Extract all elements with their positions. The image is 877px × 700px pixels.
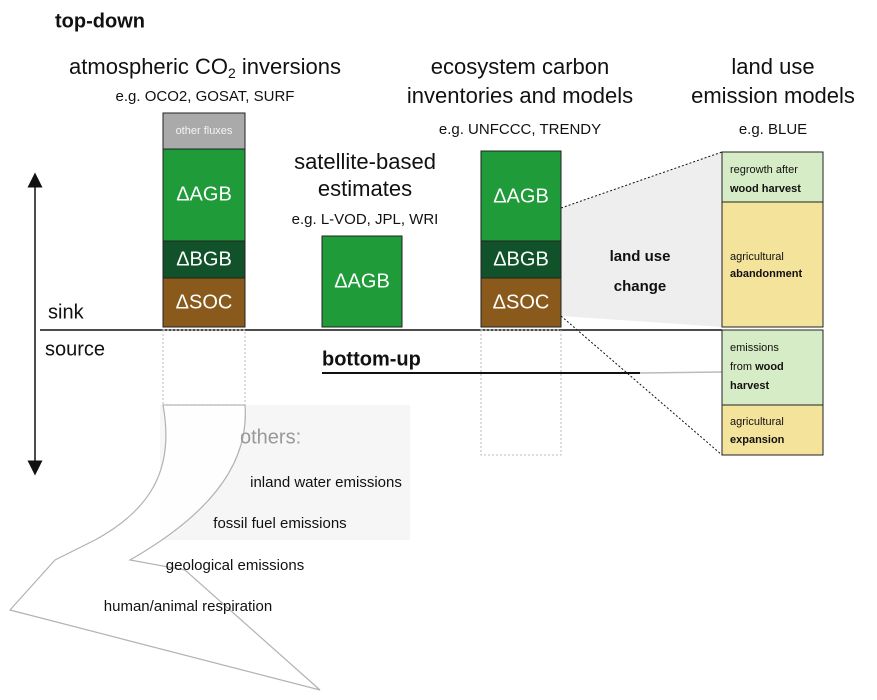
title-part: inversions [236,54,341,79]
block-label: wood harvest [729,183,801,195]
block [480,150,562,242]
col-title: emission models [691,83,855,108]
col-title: atmospheric CO2 inversions [69,54,341,81]
block-label: emissions [730,342,779,354]
block [162,148,246,242]
label-part: from [730,361,755,373]
label-part: wood [754,361,784,373]
block-label: other fluxes [176,125,233,137]
block [480,240,562,279]
others-item: geological emissions [166,557,304,574]
col-examples: e.g. UNFCCC, TRENDY [439,121,601,138]
col-examples: e.g. OCO2, GOSAT, SURF [116,88,295,105]
block-label: ΔBGB [493,248,549,270]
curved-arrow [8,404,321,691]
col-title: satellite-based [294,149,436,174]
block-label: expansion [730,434,785,446]
block-label: ΔAGB [493,185,549,207]
source-label: source [45,338,105,360]
fan-line [560,315,723,456]
col-title: land use [731,54,814,79]
block-label: agricultural [730,416,784,428]
luc-label: land use [610,248,671,265]
dashed-box [162,329,246,406]
col-title: estimates [318,176,412,201]
block [162,240,246,279]
block [480,277,562,328]
others-title: others: [240,426,301,448]
title-part: atmospheric CO [69,54,228,79]
col-examples: e.g. BLUE [739,121,807,138]
block [721,404,824,456]
block [721,329,824,406]
others-item: inland water emissions [250,474,402,491]
block-label: ΔBGB [176,248,232,270]
dashed-box [480,329,562,456]
fan-line [560,151,723,209]
fan [561,152,722,327]
bottom-up: bottom-up [322,348,421,370]
block-label: agricultural [730,251,784,263]
others-item: fossil fuel emissions [213,515,346,532]
block [162,277,246,328]
block-label: ΔAGB [176,183,232,205]
block-label: abandonment [730,268,802,280]
col-title: ecosystem carbon [431,54,610,79]
bottom-up-line [639,371,723,374]
others-item: human/animal respiration [104,598,272,615]
col-title: inventories and models [407,83,633,108]
block-label: from wood [730,361,784,373]
block-label: ΔSOC [493,291,550,313]
title-sub: 2 [228,65,236,81]
col-examples: e.g. L-VOD, JPL, WRI [292,211,439,228]
sink-label: sink [48,301,85,323]
block-label: ΔAGB [334,270,390,292]
luc-label: change [614,278,667,295]
block-label: harvest [730,380,769,392]
block-label: regrowth after [730,164,798,176]
block [721,201,824,328]
block [321,235,403,328]
top-down: top-down [55,10,145,32]
block-label: ΔSOC [176,291,233,313]
